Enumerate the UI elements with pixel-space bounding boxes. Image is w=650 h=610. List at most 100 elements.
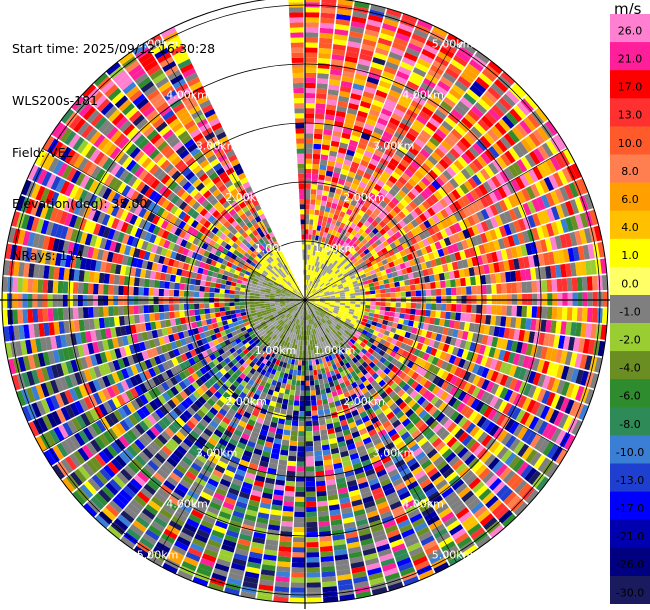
velocity-gate: [258, 412, 266, 420]
velocity-gate: [349, 338, 356, 345]
velocity-gate: [424, 510, 438, 522]
velocity-gate: [186, 322, 193, 330]
velocity-gate: [434, 318, 441, 326]
velocity-gate: [576, 277, 583, 291]
velocity-gate: [153, 516, 168, 528]
velocity-gate: [367, 14, 384, 23]
velocity-gate: [361, 176, 370, 185]
velocity-gate: [310, 204, 315, 210]
velocity-gate: [352, 156, 362, 164]
velocity-gate: [480, 391, 490, 403]
velocity-gate: [482, 471, 495, 484]
velocity-gate: [318, 314, 323, 319]
velocity-gate: [565, 200, 575, 216]
velocity-gate: [508, 391, 518, 404]
velocity-gate: [443, 433, 454, 444]
velocity-gate: [420, 262, 428, 270]
velocity-gate: [188, 393, 198, 403]
velocity-gate: [516, 141, 529, 156]
velocity-gate: [313, 219, 318, 226]
velocity-gate: [517, 218, 527, 231]
velocity-gate: [272, 312, 278, 316]
velocity-gate: [140, 405, 151, 417]
velocity-gate: [210, 433, 221, 442]
velocity-gate: [198, 345, 206, 353]
velocity-gate: [440, 311, 446, 319]
velocity-gate: [138, 451, 151, 463]
velocity-gate: [186, 518, 200, 529]
velocity-gate: [55, 335, 63, 349]
velocity-gate: [366, 275, 373, 281]
velocity-gate: [491, 336, 499, 348]
velocity-gate: [270, 509, 282, 516]
velocity-gate: [94, 436, 106, 450]
velocity-gate: [226, 332, 233, 339]
velocity-gate: [393, 239, 401, 247]
velocity-gate: [93, 366, 102, 378]
velocity-gate: [394, 223, 403, 231]
velocity-gate: [239, 459, 250, 468]
velocity-gate: [317, 68, 330, 74]
velocity-gate: [450, 287, 457, 296]
velocity-gate: [375, 336, 382, 343]
velocity-gate: [585, 323, 592, 338]
velocity-gate: [153, 397, 163, 408]
velocity-gate: [497, 186, 508, 199]
velocity-gate: [376, 179, 385, 188]
velocity-gate: [551, 363, 560, 377]
velocity-gate: [287, 314, 292, 319]
velocity-gate: [521, 306, 528, 318]
velocity-gate: [302, 304, 305, 310]
velocity-gate: [430, 259, 437, 268]
velocity-gate: [98, 450, 111, 464]
velocity-gate: [315, 470, 325, 477]
velocity-gate: [398, 23, 414, 33]
velocity-gate: [62, 422, 74, 437]
velocity-gate: [320, 319, 325, 324]
velocity-gate: [375, 538, 389, 548]
velocity-gate: [406, 326, 413, 333]
velocity-gate: [300, 304, 304, 310]
velocity-gate: [410, 100, 423, 111]
velocity-gate: [554, 134, 567, 150]
velocity-gate: [402, 154, 413, 164]
velocity-gate: [316, 332, 321, 339]
velocity-gate: [364, 441, 374, 450]
velocity-gate: [242, 387, 250, 395]
velocity-gate: [550, 393, 561, 409]
velocity-gate: [279, 301, 285, 304]
velocity-gate: [291, 572, 305, 578]
velocity-gate: [248, 330, 255, 336]
velocity-gate: [349, 306, 355, 310]
velocity-gate: [370, 524, 384, 533]
velocity-gate: [331, 135, 341, 143]
velocity-gate: [254, 338, 261, 345]
velocity-gate: [383, 395, 392, 404]
velocity-gate: [219, 455, 230, 465]
velocity-gate: [488, 145, 500, 159]
velocity-gate: [489, 229, 498, 241]
velocity-gate: [476, 155, 488, 168]
velocity-gate: [428, 519, 443, 531]
velocity-gate: [329, 271, 335, 276]
velocity-gate: [484, 149, 496, 162]
velocity-gate: [133, 474, 146, 487]
velocity-gate: [239, 403, 248, 411]
velocity-gate: [356, 476, 368, 485]
velocity-gate: [317, 251, 322, 257]
velocity-gate: [334, 549, 348, 556]
velocity-gate: [422, 323, 429, 331]
velocity-gate: [213, 327, 220, 334]
velocity-gate: [574, 214, 584, 230]
velocity-gate: [409, 333, 416, 341]
velocity-gate: [303, 305, 305, 310]
velocity-gate: [262, 332, 268, 338]
velocity-gate: [485, 218, 494, 230]
velocity-gate: [155, 408, 165, 419]
velocity-gate: [372, 437, 382, 446]
velocity-gate: [176, 483, 189, 494]
velocity-gate: [464, 113, 477, 126]
velocity-gate: [305, 390, 311, 396]
velocity-gate: [308, 303, 313, 307]
velocity-gate: [279, 371, 285, 378]
